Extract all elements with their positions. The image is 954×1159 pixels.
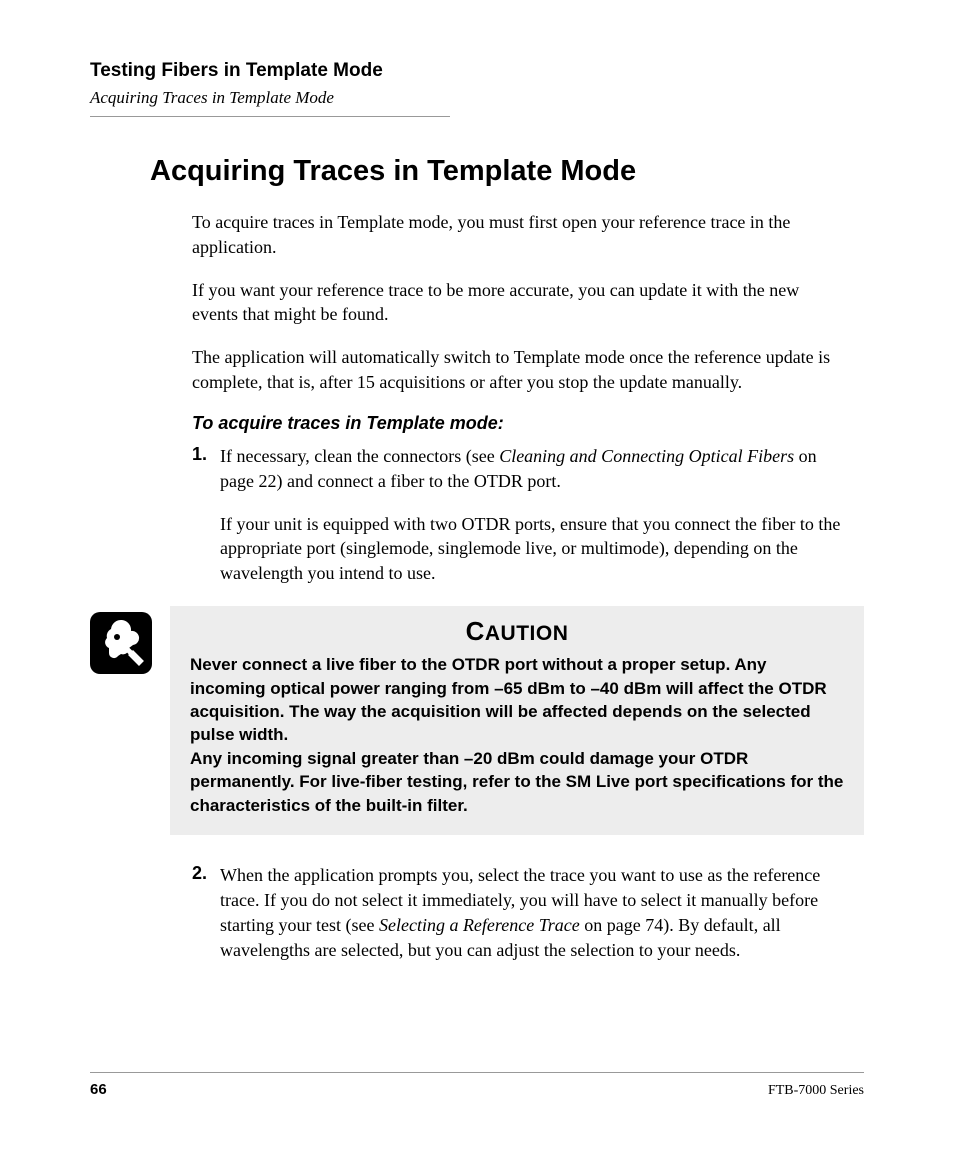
header-rule	[90, 116, 450, 117]
procedure-title: To acquire traces in Template mode:	[192, 413, 864, 434]
step-1-crossref: Cleaning and Connecting Optical Fibers	[499, 446, 794, 466]
gear-hazard-icon	[97, 619, 145, 667]
section-subtitle: Acquiring Traces in Template Mode	[90, 88, 864, 108]
caution-title: CAUTION	[190, 616, 844, 647]
caution-text: Never connect a live fiber to the OTDR p…	[190, 653, 844, 817]
intro-paragraph-1: To acquire traces in Template mode, you …	[192, 210, 844, 260]
caution-icon	[90, 612, 152, 674]
page-number: 66	[90, 1081, 107, 1098]
intro-paragraph-2: If you want your reference trace to be m…	[192, 278, 844, 328]
main-heading: Acquiring Traces in Template Mode	[150, 155, 864, 188]
chapter-title: Testing Fibers in Template Mode	[90, 60, 864, 82]
intro-paragraph-3: The application will automatically switc…	[192, 345, 844, 395]
step-2-number: 2.	[192, 863, 220, 962]
footer-rule	[90, 1072, 864, 1073]
step-2-text: When the application prompts you, select…	[220, 863, 844, 962]
caution-line-2: Any incoming signal greater than –20 dBm…	[190, 749, 843, 815]
document-id: FTB-7000 Series	[768, 1083, 864, 1099]
step-2: 2. When the application prompts you, sel…	[192, 863, 844, 962]
caution-block: CAUTION Never connect a live fiber to th…	[90, 606, 864, 835]
step-1-text: If necessary, clean the connectors (see …	[220, 444, 844, 494]
step-1-number: 1.	[192, 444, 220, 494]
step-2-crossref: Selecting a Reference Trace	[379, 915, 580, 935]
caution-line-1: Never connect a live fiber to the OTDR p…	[190, 655, 827, 744]
step-1-followup: If your unit is equipped with two OTDR p…	[220, 512, 844, 586]
step-1-text-before: If necessary, clean the connectors (see	[220, 446, 499, 466]
step-1: 1. If necessary, clean the connectors (s…	[192, 444, 844, 494]
caution-box: CAUTION Never connect a live fiber to th…	[170, 606, 864, 835]
page-footer: 66 FTB-7000 Series	[90, 1072, 864, 1099]
